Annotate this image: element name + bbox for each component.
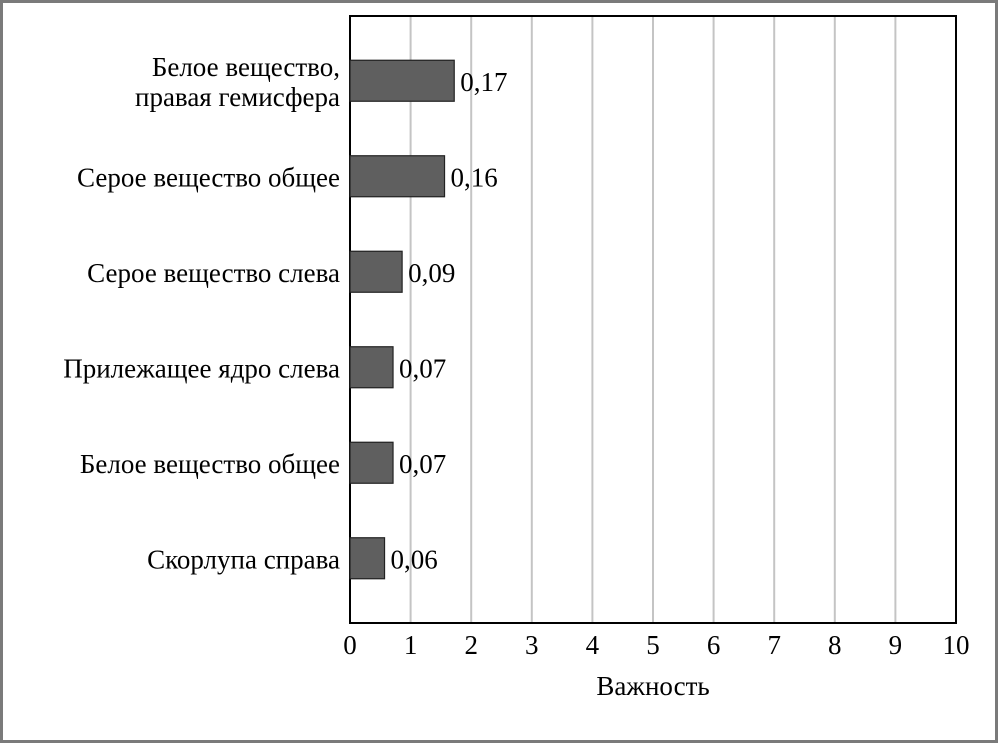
- x-tick-label: 1: [404, 630, 418, 660]
- x-tick-label: 0: [343, 630, 357, 660]
- bar-value-label: 0,17: [460, 67, 507, 97]
- bar-value-label: 0,16: [451, 162, 498, 192]
- bar-value-label: 0,07: [399, 449, 446, 479]
- bar: [349, 441, 394, 484]
- bar-value-label: 0,07: [399, 353, 446, 383]
- x-tick-label: 6: [707, 630, 721, 660]
- bar-value-label: 0,09: [408, 258, 455, 288]
- x-axis-title: Важность: [596, 671, 709, 701]
- bar: [349, 537, 386, 580]
- category-label: Скорлупа справа: [147, 544, 340, 574]
- category-label: Прилежащее ядро слева: [63, 353, 340, 383]
- category-label: Белое вещество,: [152, 52, 340, 82]
- value-labels: 0,17 0,16 0,09 0,07 0,07 0,06: [391, 67, 508, 575]
- x-tick-label: 8: [828, 630, 842, 660]
- x-tick-label: 3: [525, 630, 539, 660]
- x-tick-label: 4: [586, 630, 600, 660]
- bar: [349, 250, 403, 293]
- category-label: правая гемисфера: [135, 82, 340, 112]
- bars: [349, 59, 455, 580]
- x-tick-labels: 0 1 2 3 4 5 6 7 8 9 10: [343, 630, 969, 660]
- bar-value-label: 0,06: [391, 544, 438, 574]
- grid-lines: [409, 16, 897, 623]
- x-tick-label: 2: [464, 630, 478, 660]
- plot-area: [349, 15, 957, 624]
- category-label: Серое вещество общее: [77, 162, 340, 192]
- bar: [349, 59, 455, 102]
- x-tick-label: 9: [889, 630, 903, 660]
- category-label: Белое вещество общее: [80, 449, 340, 479]
- bar: [349, 346, 394, 389]
- category-labels: Белое вещество,правая гемисфера Серое вещ…: [63, 52, 340, 575]
- x-tick-label: 5: [646, 630, 660, 660]
- bar: [349, 155, 446, 198]
- x-tick-label: 7: [767, 630, 781, 660]
- x-tick-label: 10: [943, 630, 970, 660]
- category-label: Серое вещество слева: [87, 258, 340, 288]
